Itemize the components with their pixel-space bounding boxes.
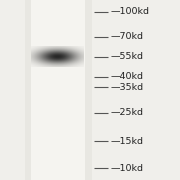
Text: —10kd: —10kd	[111, 164, 144, 173]
Text: —15kd: —15kd	[111, 137, 144, 146]
Text: —70kd: —70kd	[111, 32, 144, 41]
Text: —100kd: —100kd	[111, 7, 150, 16]
Bar	[31, 0, 85, 180]
Text: —55kd: —55kd	[111, 52, 144, 61]
Text: —25kd: —25kd	[111, 108, 144, 117]
Bar	[25, 0, 92, 180]
Text: —35kd: —35kd	[111, 83, 144, 92]
Text: —40kd: —40kd	[111, 72, 144, 81]
